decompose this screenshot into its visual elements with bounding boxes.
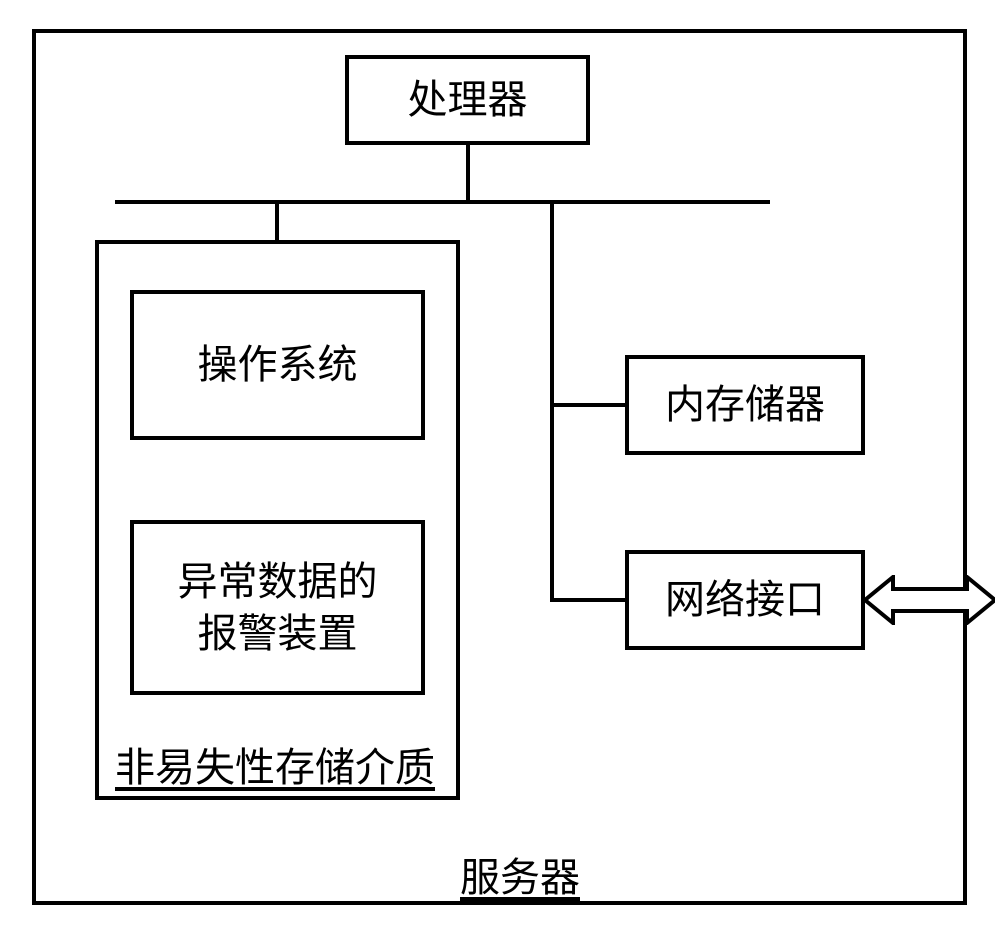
os-label: 操作系统 bbox=[198, 339, 358, 391]
bus-storage-stub bbox=[275, 200, 279, 244]
internal-memory-label: 内存储器 bbox=[665, 379, 825, 431]
bidirectional-arrow-icon bbox=[865, 575, 995, 625]
alarm-device-label: 异常数据的 报警装置 bbox=[178, 556, 378, 660]
processor-block: 处理器 bbox=[345, 55, 590, 145]
internal-memory-block: 内存储器 bbox=[625, 355, 865, 455]
storage-medium-caption: 非易失性存储介质 bbox=[115, 735, 435, 793]
bus-right-vertical bbox=[550, 200, 554, 602]
processor-label: 处理器 bbox=[408, 74, 528, 126]
server-caption: 服务器 bbox=[460, 845, 580, 903]
network-interface-label: 网络接口 bbox=[665, 574, 825, 626]
bus-memory-stub bbox=[550, 403, 629, 407]
bus-horizontal bbox=[115, 200, 770, 204]
bus-network-stub bbox=[550, 598, 629, 602]
bus-processor-stub bbox=[466, 145, 470, 204]
network-interface-block: 网络接口 bbox=[625, 550, 865, 650]
alarm-device-block: 异常数据的 报警装置 bbox=[130, 520, 425, 695]
os-block: 操作系统 bbox=[130, 290, 425, 440]
